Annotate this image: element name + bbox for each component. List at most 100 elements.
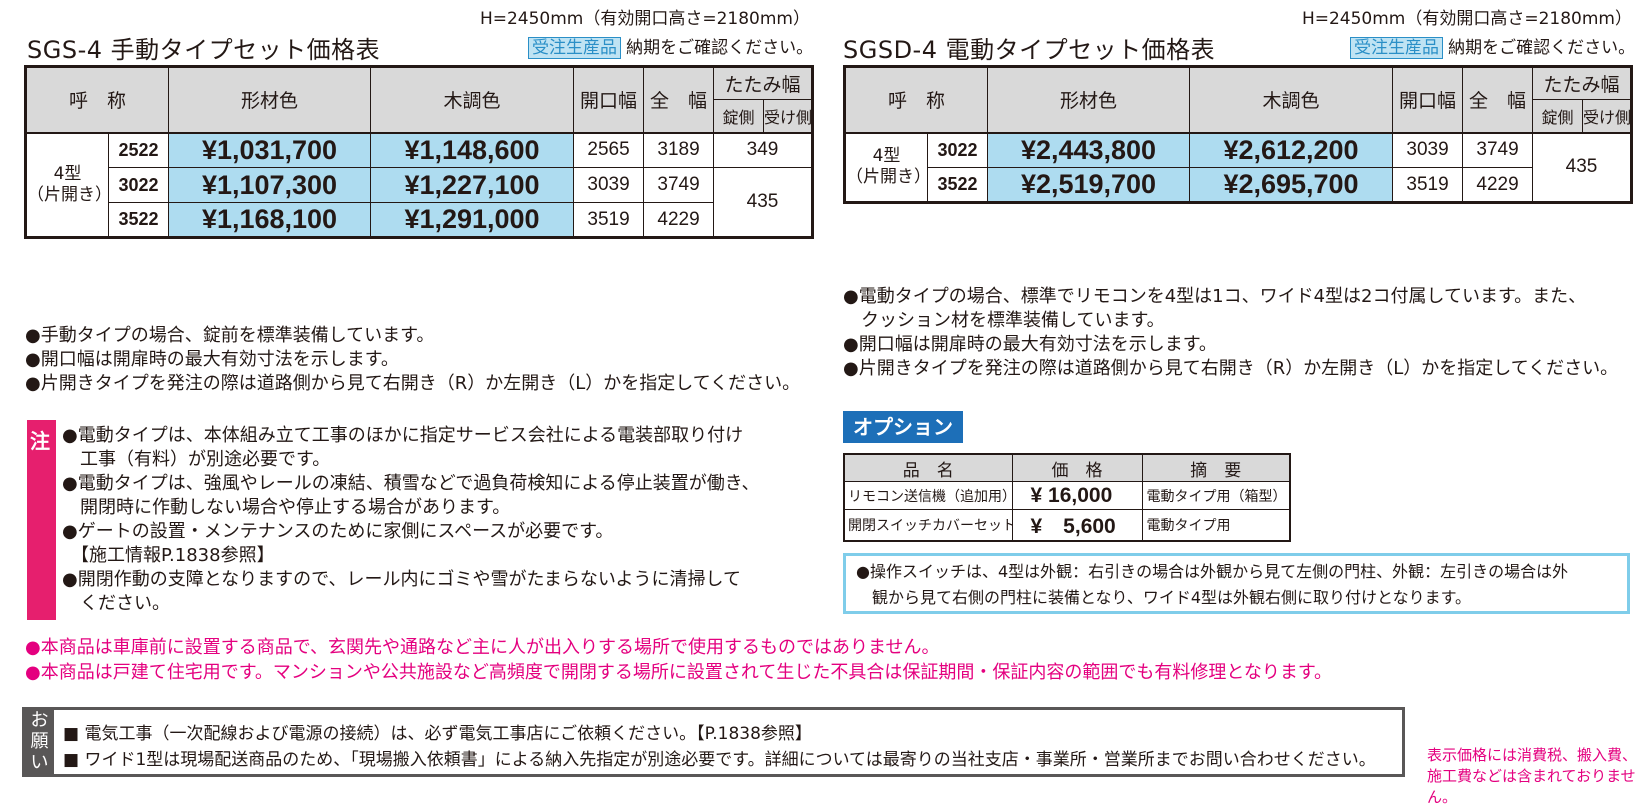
switch-note-line: 観から見て右側の門柱に装備となり、ワイド4型は外観右側に取り付けとなります。 bbox=[856, 588, 1471, 607]
request-line: ■ ワイド1型は現場配送商品のため、「現場搬入依頼書」による納入先指定が別途必要… bbox=[63, 750, 1376, 770]
electric-notes: ●電動タイプの場合、標準でリモコンを4型は1コ、ワイド4型は2コ付属しています。… bbox=[843, 285, 1618, 381]
pink-notes: ●本商品は車庫前に設置する商品で、玄関先や通路など主に人が出入りする場所で使用す… bbox=[25, 635, 1332, 685]
electric-badge-row: 受注生産品 納期をご確認ください。 bbox=[1350, 33, 1635, 59]
switch-note-line: ●操作スイッチは、4型は外観：右引きの場合は外観から見て左側の門柱、外観：左引き… bbox=[856, 562, 1569, 581]
warning-line: ●電動タイプは、本体組み立て工事のほかに指定サービス会社による電装部取り付け bbox=[62, 425, 744, 446]
warning-line: ●電動タイプは、強風やレールの凍結、積雪などで過負荷検知による停止装置が働き、 bbox=[62, 473, 760, 494]
size-cell: 3022 bbox=[926, 131, 989, 168]
option-header-price: 価 格 bbox=[1011, 453, 1143, 482]
kaikou-cell: 2565 bbox=[573, 131, 645, 168]
kaikou-cell: 3039 bbox=[1392, 131, 1464, 168]
price-moku: ¥1,291,000 bbox=[370, 202, 575, 238]
price-kei: ¥2,443,800 bbox=[987, 131, 1191, 168]
zen-cell: 3749 bbox=[1462, 131, 1534, 168]
price-disclaimer: 表示価格には消費税、搬入費、 施工費などは含まれておりません。 bbox=[1427, 746, 1638, 806]
header-uke: 受け側 bbox=[1582, 99, 1633, 133]
header-tatami: たたみ幅 bbox=[713, 66, 814, 100]
note-line: ●片開きタイプを発注の際は道路側から見て右開き（R）か左開き（L）かを指定してく… bbox=[25, 373, 801, 394]
type-cell: 4型 （片開き） bbox=[25, 131, 109, 238]
option-table: 品 名 価 格 摘 要 リモコン送信機（追加用） ¥ 16,000 電動タイプ用… bbox=[843, 453, 1291, 542]
note-line: ●片開きタイプを発注の際は道路側から見て右開き（R）か左開き（L）かを指定してく… bbox=[843, 358, 1619, 379]
manual-height-note: H=2450mm（有効開口高さ=2180mm） bbox=[479, 9, 810, 29]
zen-cell: 4229 bbox=[643, 202, 715, 238]
warning-line: 開閉時に作動しない場合や停止する場合があります。 bbox=[62, 497, 511, 518]
kaikou-cell: 3039 bbox=[573, 167, 645, 203]
price-kei: ¥2,519,700 bbox=[987, 167, 1191, 203]
electric-price-table: 呼 称 形材色 木調色 開口幅 全 幅 たたみ幅 錠側 受け側 4型 （片開き） … bbox=[843, 65, 1634, 204]
option-note: 電動タイプ用 bbox=[1141, 509, 1291, 542]
price-kei: ¥1,031,700 bbox=[168, 131, 372, 168]
electric-height-note: H=2450mm（有効開口高さ=2180mm） bbox=[1301, 9, 1632, 29]
header-kei: 形材色 bbox=[168, 66, 372, 133]
manual-title: SGS-4 手動タイプセット価格表 bbox=[27, 36, 381, 64]
delivery-note: 納期をご確認ください。 bbox=[626, 38, 814, 58]
note-line: ●開口幅は開扉時の最大有効寸法を示します。 bbox=[25, 349, 399, 370]
pink-note: ●本商品は戸建て住宅用です。マンションや公共施設など高頻度で開閉する場所に設置さ… bbox=[25, 662, 1333, 683]
note-line: ●電動タイプの場合、標準でリモコンを4型は1コ、ワイド4型は2コ付属しています。… bbox=[843, 286, 1587, 307]
header-jo: 錠側 bbox=[713, 99, 765, 133]
header-jo: 錠側 bbox=[1532, 99, 1584, 133]
request-line: ■ 電気工事（一次配線および電源の接続）は、必ず電気工事店にご依頼ください。【P… bbox=[63, 724, 812, 744]
header-zen: 全 幅 bbox=[1462, 66, 1534, 133]
header-kaikou: 開口幅 bbox=[573, 66, 645, 133]
option-heading: オプション bbox=[843, 411, 963, 443]
option-price: ¥ 5,600 bbox=[1011, 509, 1143, 542]
price-moku: ¥2,612,200 bbox=[1189, 131, 1394, 168]
size-cell: 3522 bbox=[107, 202, 170, 238]
tatami-cell: 435 bbox=[713, 167, 814, 238]
header-tatami: たたみ幅 bbox=[1532, 66, 1633, 100]
price-moku: ¥1,148,600 bbox=[370, 131, 575, 168]
zen-cell: 3749 bbox=[643, 167, 715, 203]
warning-label-box: 注 bbox=[27, 420, 56, 620]
size-cell: 3022 bbox=[107, 167, 170, 203]
option-name: リモコン送信機（追加用） bbox=[843, 481, 1013, 510]
note-line: ●手動タイプの場合、錠前を標準装備しています。 bbox=[25, 325, 435, 346]
manual-badge-row: 受注生産品 納期をご確認ください。 bbox=[528, 33, 813, 59]
price-moku: ¥2,695,700 bbox=[1189, 167, 1394, 203]
header-name: 呼 称 bbox=[24, 66, 170, 133]
size-cell: 2522 bbox=[107, 131, 170, 168]
price-moku: ¥1,227,100 bbox=[370, 167, 575, 203]
manual-price-table: 呼 称 形材色 木調色 開口幅 全 幅 たたみ幅 錠側 受け側 4型 （片開き） … bbox=[24, 65, 815, 239]
price-kei: ¥1,168,100 bbox=[168, 202, 372, 238]
option-price: ¥ 16,000 bbox=[1011, 481, 1143, 510]
request-label: お願い bbox=[25, 710, 54, 774]
warning-label: 注 bbox=[30, 429, 50, 453]
warning-line: ●ゲートの設置・メンテナンスのために家側にスペースが必要です。 bbox=[62, 521, 614, 542]
note-line: ●開口幅は開扉時の最大有効寸法を示します。 bbox=[843, 334, 1217, 355]
option-header-note: 摘 要 bbox=[1141, 453, 1291, 482]
note-line: クッション材を標準装備しています。 bbox=[843, 310, 1165, 331]
price-kei: ¥1,107,300 bbox=[168, 167, 372, 203]
warning-line: ●開閉作動の支障となりますので、レール内にゴミや雪がたまらないように清掃して bbox=[62, 569, 742, 590]
tatami-cell: 349 bbox=[713, 131, 814, 168]
header-zen: 全 幅 bbox=[643, 66, 715, 133]
warning-line: 【施工情報P.1838参照】 bbox=[62, 545, 275, 566]
kaikou-cell: 3519 bbox=[1392, 167, 1464, 203]
switch-note-box: ●操作スイッチは、4型は外観：右引きの場合は外観から見て左側の門柱、外観：左引き… bbox=[843, 553, 1630, 614]
electric-title: SGSD-4 電動タイプセット価格表 bbox=[843, 36, 1216, 64]
header-moku: 木調色 bbox=[1189, 66, 1394, 133]
header-kaikou: 開口幅 bbox=[1392, 66, 1464, 133]
delivery-note: 納期をご確認ください。 bbox=[1448, 38, 1636, 58]
option-note: 電動タイプ用（箱型） bbox=[1141, 481, 1291, 510]
type-cell: 4型 （片開き） bbox=[844, 131, 928, 203]
zen-cell: 3189 bbox=[643, 131, 715, 168]
manual-notes: ●手動タイプの場合、錠前を標準装備しています。 ●開口幅は開扉時の最大有効寸法を… bbox=[25, 324, 800, 396]
made-to-order-badge: 受注生産品 bbox=[1350, 37, 1443, 59]
warning-notes: ●電動タイプは、本体組み立て工事のほかに指定サービス会社による電装部取り付け 工… bbox=[62, 424, 760, 616]
tatami-cell: 435 bbox=[1532, 131, 1633, 203]
kaikou-cell: 3519 bbox=[573, 202, 645, 238]
size-cell: 3522 bbox=[926, 167, 989, 203]
made-to-order-badge: 受注生産品 bbox=[528, 37, 621, 59]
request-box: お願い ■ 電気工事（一次配線および電源の接続）は、必ず電気工事店にご依頼くださ… bbox=[22, 707, 1405, 777]
header-uke: 受け側 bbox=[763, 99, 814, 133]
pink-note: ●本商品は車庫前に設置する商品で、玄関先や通路など主に人が出入りする場所で使用す… bbox=[25, 637, 940, 658]
zen-cell: 4229 bbox=[1462, 167, 1534, 203]
warning-line: 工事（有料）が別途必要です。 bbox=[62, 449, 331, 470]
option-header-name: 品 名 bbox=[843, 453, 1013, 482]
header-name: 呼 称 bbox=[843, 66, 989, 133]
warning-line: ください。 bbox=[62, 593, 170, 614]
header-moku: 木調色 bbox=[370, 66, 575, 133]
option-name: 開閉スイッチカバーセット bbox=[843, 509, 1013, 542]
header-kei: 形材色 bbox=[987, 66, 1191, 133]
